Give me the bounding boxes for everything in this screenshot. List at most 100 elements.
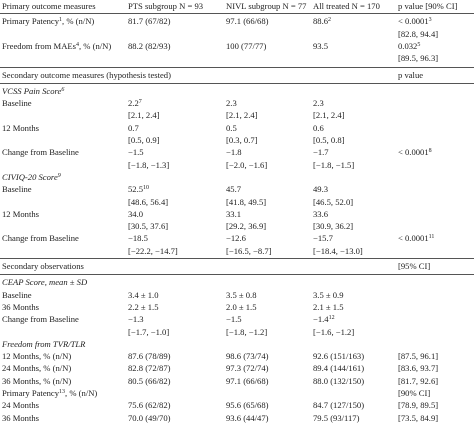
cell-value: −1.7 <box>313 147 329 158</box>
cell-value: < 0.00013 <box>398 16 432 27</box>
cell-value-text: 2.1 ± 1.5 <box>313 301 344 312</box>
row-label: 12 Months <box>2 122 40 133</box>
cell-ci: [29.2, 36.9] <box>226 221 267 232</box>
cell-value: 0.6 <box>313 123 324 134</box>
cell-value: 93.5 <box>313 41 328 52</box>
cell-value-text: < 0.0001 <box>398 147 429 158</box>
row-label: 24 Months <box>2 400 40 411</box>
cell-value-text: [87.5, 96.1] <box>398 351 439 362</box>
cell-value: 2.1 ± 1.5 <box>313 302 344 313</box>
cell-value-text: 2.2 ± 1.5 <box>128 301 159 312</box>
cell-value-text: 93.5 <box>313 40 329 51</box>
cell-value: 89.4 (144/161) <box>313 363 364 374</box>
cell-value: 93.6 (44/47) <box>226 413 269 424</box>
footnote-mark: 8 <box>428 148 432 155</box>
cell-value-text: 95.6 (65/68) <box>226 400 269 411</box>
cell-value-text: 97.3 (72/74) <box>226 363 269 374</box>
cell-value: [78.9, 89.5] <box>398 400 438 411</box>
cell-value-text: 89.4 (144/161) <box>313 363 365 374</box>
row-label: Baseline <box>2 184 32 195</box>
row-label-suffix: , % (n/N) <box>62 16 95 27</box>
row-label-text: Freedom from MAEs <box>2 40 76 51</box>
row-label: 36 Months <box>2 301 40 312</box>
cell-value-text: −12.6 <box>226 233 246 244</box>
cell-value-text: 0.6 <box>313 122 324 133</box>
cell-value: 0.7 <box>128 123 139 134</box>
cell-value: 88.0 (132/150) <box>313 376 364 387</box>
row-label: Baseline <box>2 98 32 109</box>
cell-value: 75.6 (62/82) <box>128 400 171 411</box>
group-title: Freedom from TVR/TLR <box>2 339 85 350</box>
footnote-mark: 9 <box>57 172 61 179</box>
cell-ci: [48.6, 56.4] <box>128 196 169 207</box>
cell-value-text: −1.3 <box>128 314 144 325</box>
cell-value: 87.6 (78/89) <box>128 351 171 362</box>
footnote-mark: 10 <box>143 185 150 192</box>
section-right: p value <box>398 69 424 80</box>
cell-value-text: 3.5 ± 0.9 <box>313 289 344 300</box>
row-label: Freedom from MAEs4, % (n/N) <box>2 41 111 52</box>
cell-value-text: −1.7 <box>313 147 329 158</box>
cell-value: 82.8 (72/87) <box>128 363 171 374</box>
cell-value-text: 33.6 <box>313 208 329 219</box>
footnote-mark: 11 <box>428 234 435 241</box>
group-title: CEAP Score, mean ± SD <box>2 277 87 288</box>
row-label: Change from Baseline <box>2 314 79 325</box>
cell-value: 97.1 (66/68) <box>226 16 269 27</box>
column-header: PTS subgroup N = 93 <box>128 1 204 11</box>
cell-value: [83.6, 93.7] <box>398 363 438 374</box>
cell-value-text: 80.5 (66/82) <box>128 375 171 386</box>
cell-value: < 0.000111 <box>398 233 434 244</box>
group-title-text: CIVIQ-20 Score <box>2 171 58 182</box>
cell-value-text: < 0.0001 <box>398 233 429 244</box>
footnote-mark: 5 <box>417 41 421 48</box>
footnote-mark: 4 <box>76 41 79 48</box>
cell-value: 0.0325 <box>398 41 420 52</box>
cell-value: 88.2 (82/93) <box>128 41 171 52</box>
footnote-mark: 7 <box>138 99 142 106</box>
cell-value-text: 45.7 <box>226 184 242 195</box>
row-label-suffix: , % (n/N) <box>79 40 112 51</box>
cell-value: 2.3 <box>313 98 324 109</box>
cell-ci: [−1.8, −1.3] <box>128 159 170 170</box>
cell-ci: [0.5, 0.9] <box>128 135 160 145</box>
cell-value-text: 2.3 <box>226 98 237 109</box>
group-title: CIVIQ-20 Score9 <box>2 172 61 183</box>
cell-ci: [−2.0, −1.6] <box>226 159 268 170</box>
row-label: Change from Baseline <box>2 233 79 244</box>
row-label-text: Primary Patency <box>2 16 60 27</box>
cell-value: −1.5 <box>226 314 242 325</box>
cell-ci: [0.5, 0.8] <box>313 135 345 145</box>
cell-ci: [41.8, 49.5] <box>226 196 267 207</box>
cell-ci: [89.5, 96.3] <box>398 53 439 64</box>
group-title-text: Primary Patency <box>2 388 60 398</box>
column-header: p value [90% CI] <box>398 1 458 11</box>
cell-value: 100 (77/77) <box>226 41 266 52</box>
cell-value-text: [78.9, 89.5] <box>398 400 439 411</box>
cell-value-text: 0.032 <box>398 40 418 51</box>
footnote-mark: 13 <box>59 389 66 395</box>
section-title: Secondary outcome measures (hypothesis t… <box>2 69 171 80</box>
cell-value-text: 98.6 (73/74) <box>226 351 269 362</box>
rule-line <box>0 66 474 68</box>
section-title: Secondary observations <box>2 261 84 271</box>
group-title: Primary Patency13, % (n/N) <box>2 388 97 399</box>
cell-ci: [−22.2, −14.7] <box>128 245 178 256</box>
cell-value-text: 3.4 ± 1.0 <box>128 289 159 300</box>
cell-value-text: 33.1 <box>226 208 242 219</box>
section-right: [95% CI] <box>398 261 431 271</box>
cell-value-text: 97.1 (66/68) <box>226 375 269 386</box>
rule-line <box>0 274 474 276</box>
cell-value-text: 92.6 (151/163) <box>313 351 365 362</box>
cell-ci: [−16.5, −8.7] <box>226 245 272 256</box>
cell-value: 33.1 <box>226 209 241 220</box>
row-label: 36 Months, % (n/N) <box>2 375 72 386</box>
cell-value: −12.6 <box>226 233 246 244</box>
cell-value: −1.5 <box>128 147 144 158</box>
cell-value-text: 49.3 <box>313 184 329 195</box>
cell-ci: [−1.8, −1.2] <box>226 326 268 337</box>
cell-value-text: 88.6 <box>313 16 329 27</box>
column-header: NIVL subgroup N = 77 <box>226 1 307 11</box>
cell-value: [81.7, 92.6] <box>398 376 438 387</box>
